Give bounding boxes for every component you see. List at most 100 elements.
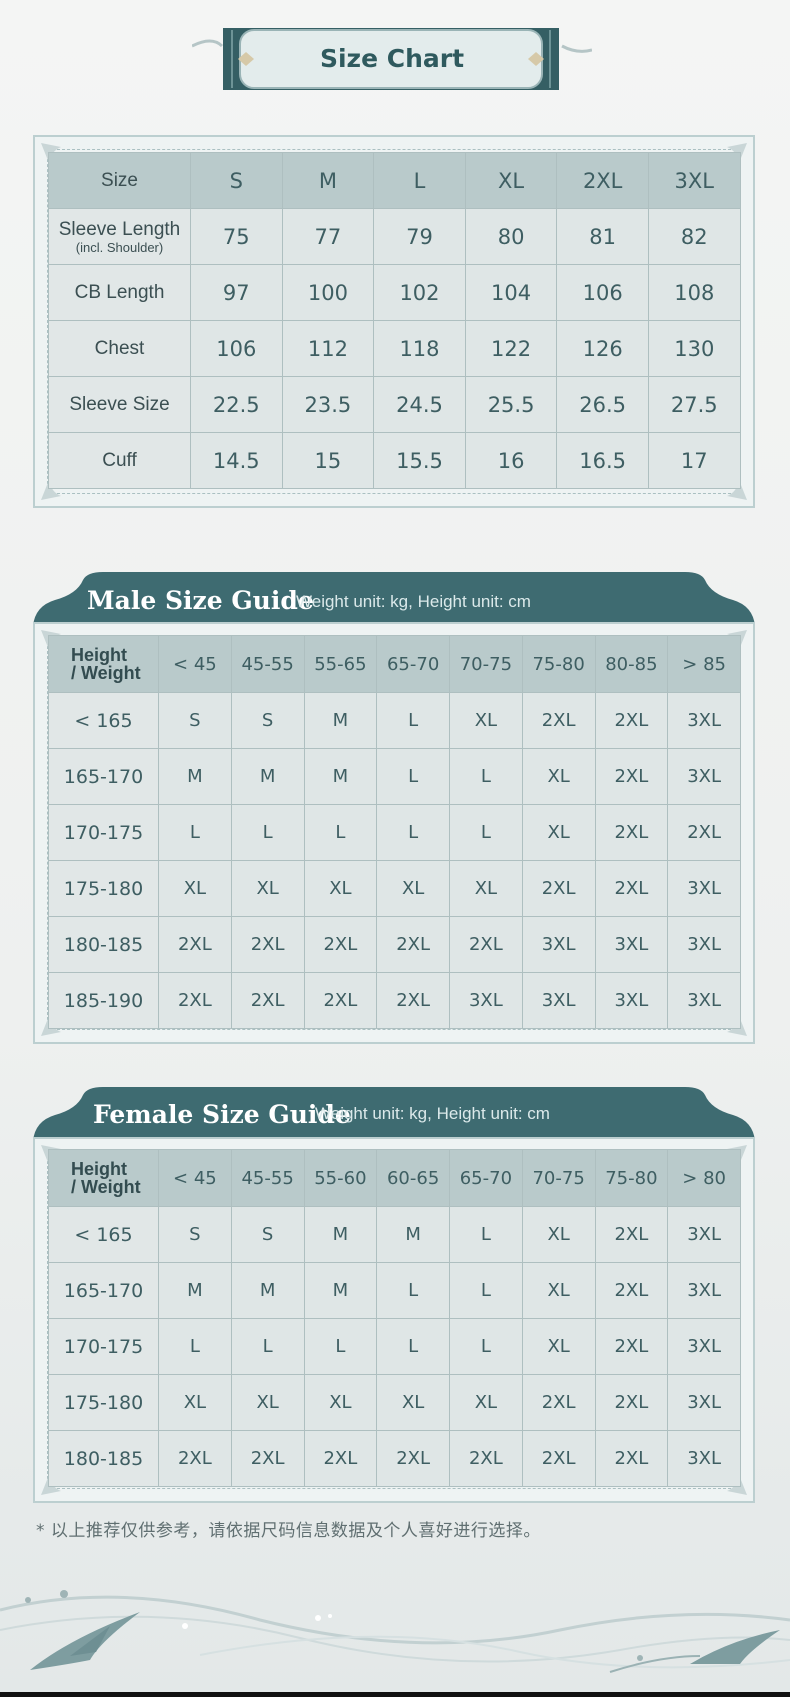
table-cell: 77 bbox=[281, 208, 375, 265]
weight-label: / Weight bbox=[71, 663, 141, 683]
table-cell: S bbox=[158, 692, 232, 749]
table-row: 180-185 2XL 2XL 2XL 2XL 2XL 3XL 3XL 3XL bbox=[48, 916, 741, 973]
table-cell: M bbox=[376, 1206, 450, 1263]
table-cell: 2XL bbox=[521, 1374, 596, 1431]
table-cell: L bbox=[158, 804, 232, 861]
weight-col-header: < 45 bbox=[158, 1149, 232, 1207]
table-cell: 82 bbox=[647, 208, 741, 265]
weight-col-header: 80-85 bbox=[594, 635, 669, 693]
measurement-label: CB Length bbox=[48, 264, 191, 321]
table-cell: 2XL bbox=[594, 1262, 669, 1319]
table-cell: 2XL bbox=[449, 1430, 523, 1487]
bottom-edge-bar bbox=[0, 1692, 790, 1697]
table-cell: 3XL bbox=[667, 1430, 741, 1487]
female-guide-title: Female Size Guide bbox=[93, 1100, 351, 1129]
size-header-label: Size bbox=[48, 152, 191, 209]
title-banner-frame bbox=[192, 28, 592, 90]
table-cell: M bbox=[303, 1206, 378, 1263]
table-cell: 23.5 bbox=[281, 376, 375, 433]
table-cell: 2XL bbox=[594, 748, 669, 805]
table-cell: 3XL bbox=[594, 972, 669, 1029]
table-cell: S bbox=[230, 1206, 305, 1263]
table-cell: 2XL bbox=[158, 916, 232, 973]
table-cell: XL bbox=[449, 1374, 523, 1431]
height-row-header: 175-180 bbox=[48, 1374, 159, 1431]
table-cell: 3XL bbox=[667, 1318, 741, 1375]
table-row: 175-180 XL XL XL XL XL 2XL 2XL 3XL bbox=[48, 860, 741, 917]
table-cell: XL bbox=[376, 1374, 450, 1431]
table-cell: M bbox=[230, 748, 305, 805]
table-cell: 24.5 bbox=[373, 376, 466, 433]
table-cell: 2XL bbox=[667, 804, 741, 861]
table-cell: XL bbox=[521, 748, 596, 805]
table-cell: 14.5 bbox=[190, 432, 283, 489]
corner-ornament-icon bbox=[719, 472, 749, 502]
table-cell: 15 bbox=[281, 432, 375, 489]
table-cell: S bbox=[230, 692, 305, 749]
height-row-header: 165-170 bbox=[48, 1262, 159, 1319]
measurement-label: Sleeve Length (incl. Shoulder) bbox=[48, 208, 191, 265]
table-row: 165-170 M M M L L XL 2XL 3XL bbox=[48, 1262, 741, 1319]
height-row-header: < 165 bbox=[48, 692, 159, 749]
table-cell: XL bbox=[230, 860, 305, 917]
height-row-header: 180-185 bbox=[48, 916, 159, 973]
size-col-header: S bbox=[190, 152, 283, 209]
table-cell: 17 bbox=[647, 432, 741, 489]
table-cell: 81 bbox=[556, 208, 649, 265]
male-size-guide-table: Height / Weight < 45 45-55 55-65 65-70 7… bbox=[48, 635, 741, 1029]
table-cell: 2XL bbox=[376, 972, 450, 1029]
table-cell: 16 bbox=[464, 432, 558, 489]
table-cell: 3XL bbox=[667, 1374, 741, 1431]
height-row-header: 185-190 bbox=[48, 972, 159, 1029]
female-guide-subtitle: Weight unit: kg, Height unit: cm bbox=[315, 1104, 550, 1123]
table-row: Chest 106 112 118 122 126 130 bbox=[48, 320, 741, 377]
table-row: < 165 S S M L XL 2XL 2XL 3XL bbox=[48, 692, 741, 749]
height-row-header: 170-175 bbox=[48, 804, 159, 861]
table-cell: XL bbox=[449, 692, 523, 749]
table-cell: 3XL bbox=[667, 916, 741, 973]
size-chart-frame bbox=[47, 149, 741, 494]
table-cell: 118 bbox=[373, 320, 466, 377]
table-cell: 26.5 bbox=[556, 376, 649, 433]
male-guide-header: Male Size Guide Weight unit: kg, Height … bbox=[33, 570, 755, 626]
height-label: Height bbox=[71, 1159, 127, 1179]
disclaimer-footnote: * 以上推荐仅供参考，请依据尺码信息数据及个人喜好进行选择。 bbox=[36, 1521, 541, 1541]
table-cell: XL bbox=[521, 1318, 596, 1375]
table-cell: S bbox=[158, 1206, 232, 1263]
table-cell: 3XL bbox=[449, 972, 523, 1029]
table-row: 170-175 L L L L L XL 2XL 2XL bbox=[48, 804, 741, 861]
weight-col-header: 60-65 bbox=[376, 1149, 450, 1207]
table-cell: XL bbox=[521, 1206, 596, 1263]
height-weight-label: Height / Weight bbox=[48, 1149, 159, 1207]
table-cell: 25.5 bbox=[464, 376, 558, 433]
weight-col-header: 70-75 bbox=[449, 635, 523, 693]
size-col-header: 2XL bbox=[556, 152, 649, 209]
measurement-name: Sleeve Length bbox=[58, 218, 181, 240]
table-cell: XL bbox=[521, 1262, 596, 1319]
table-cell: 2XL bbox=[158, 972, 232, 1029]
table-cell: L bbox=[303, 1318, 378, 1375]
table-cell: 3XL bbox=[667, 1206, 741, 1263]
size-chart-title: Size Chart bbox=[319, 44, 465, 73]
table-cell: 80 bbox=[464, 208, 558, 265]
male-guide-tab-shape bbox=[33, 572, 755, 626]
table-cell: 100 bbox=[281, 264, 375, 321]
size-chart-table: Size S M L XL 2XL 3XL Sleeve Length (inc… bbox=[48, 152, 741, 489]
table-cell: L bbox=[449, 1318, 523, 1375]
table-cell: 3XL bbox=[667, 1262, 741, 1319]
size-chart-panel: Size S M L XL 2XL 3XL Sleeve Length (inc… bbox=[33, 135, 755, 508]
table-cell: 3XL bbox=[667, 860, 741, 917]
table-cell: XL bbox=[303, 1374, 378, 1431]
table-cell: 112 bbox=[281, 320, 375, 377]
weight-col-header: > 80 bbox=[667, 1149, 741, 1207]
size-header-row: Size S M L XL 2XL 3XL bbox=[48, 152, 741, 209]
table-cell: L bbox=[449, 1206, 523, 1263]
table-cell: 3XL bbox=[521, 972, 596, 1029]
table-cell: 79 bbox=[373, 208, 466, 265]
female-size-guide-table: Height / Weight < 45 45-55 55-60 60-65 6… bbox=[48, 1149, 741, 1487]
weight-col-header: 45-55 bbox=[230, 1149, 305, 1207]
table-row: CB Length 97 100 102 104 106 108 bbox=[48, 264, 741, 321]
table-cell: 2XL bbox=[158, 1430, 232, 1487]
table-cell: 2XL bbox=[521, 1430, 596, 1487]
table-cell: M bbox=[158, 748, 232, 805]
